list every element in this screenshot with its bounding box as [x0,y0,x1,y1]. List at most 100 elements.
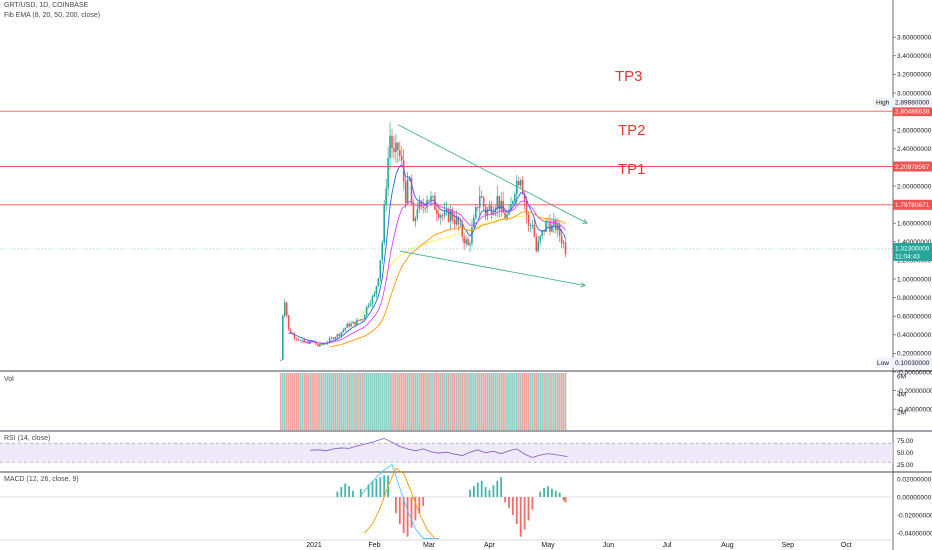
volume-bar [469,373,471,430]
candle-body [516,181,518,195]
candle-body [420,201,423,207]
price-tick-label: 0.40000000 [897,332,932,339]
candle-body [558,224,561,236]
volume-bar [537,373,540,430]
candle-body [490,205,493,215]
price-tick-label: 1.40000000 [897,239,932,246]
volume-bar [502,373,504,430]
volume-bar [358,373,360,430]
macd-histogram-bar [383,475,386,497]
candle-body [426,199,428,208]
candle-body [414,217,417,222]
high-label: High [876,100,890,107]
volume-bar [486,373,489,430]
volume-bar [477,373,479,430]
volume-bar [539,373,541,430]
time-tick-label: Mar [423,542,436,549]
volume-bar [346,373,348,430]
candle-body [438,213,440,218]
price-tick-label: 2.60000000 [897,128,932,135]
candle-body [453,219,456,225]
volume-bar [531,373,534,430]
chart-title: GRT/USD, 1D, COINBASE [4,2,89,9]
volume-bar [455,373,458,430]
volume-bar [369,373,372,430]
macd-histogram-bar [488,489,491,497]
candle-body [477,207,479,208]
volume-bar [393,373,395,430]
volume-bar [556,373,559,430]
volume-bar [414,373,417,430]
time-tick-label: Oct [841,542,852,549]
candle-body [354,321,356,325]
candle-body [422,206,424,208]
volume-bar [525,373,528,430]
candle-body [412,204,415,222]
candle-body [455,216,458,225]
candle-body [400,155,403,161]
volume-bar [375,373,378,430]
price-tick-label: 3.40000000 [897,53,932,60]
macd-histogram-bar [476,482,479,497]
macd-tick-label: -0.02000000 [897,512,932,519]
candle-body [369,303,372,305]
volume-bar [295,373,298,430]
volume-bar [564,373,567,430]
candle-body [443,211,446,216]
volume-bar [367,373,370,430]
candle-body [545,221,547,232]
time-tick-label: Jun [603,542,614,549]
ema-8-line [288,164,566,345]
price-tick-label: -0.00000000 [897,369,932,376]
volume-bar [340,373,343,430]
candle-body [521,180,524,194]
volume-bar [399,373,401,430]
macd-histogram-bar [402,497,405,534]
candle-body [301,339,304,341]
volume-bar [416,373,419,430]
macd-histogram-bar [504,497,506,503]
volume-bar [494,373,497,430]
volume-bar [299,373,302,430]
candle-body [541,230,543,236]
macd-histogram-bar [395,497,397,514]
volume-tick-label: 6M [897,373,906,380]
candle-body [416,209,419,218]
macd-histogram-bar [564,497,567,503]
macd-legend: MACD (12, 26, close, 9) [4,476,79,483]
volume-bar [332,373,335,430]
candle-body [397,142,399,151]
tp-label: TP2 [618,122,646,139]
volume-bar [517,373,520,430]
price-tick-label: 3.60000000 [897,35,932,42]
candle-body [447,209,450,222]
trendline [397,124,588,224]
macd-histogram-bar [547,486,549,497]
candle-body [471,227,473,244]
rsi-tick-label: 75.00 [897,438,914,445]
time-tick-label: Feb [368,542,380,549]
price-tick-label: 0.20000000 [897,351,932,358]
volume-bar [506,373,508,430]
candle-body [381,242,384,261]
volume-bar [519,373,522,430]
macd-tick-label: 0.02000000 [897,476,932,483]
macd-histogram-bar [551,488,553,497]
volume-tick-label: 4M [897,391,906,398]
candle-body [336,334,339,338]
candle-body [293,334,296,339]
macd-histogram-bar [484,487,487,497]
volume-bar [303,373,306,430]
volume-bar [467,373,469,430]
volume-bar [473,373,475,430]
volume-bar [361,373,364,430]
candle-body [373,294,376,297]
volume-bar [432,373,434,430]
volume-bar [453,373,456,430]
macd-histogram-bar [418,497,421,514]
volume-bar [293,373,296,430]
candle-body [289,329,292,334]
volume-bar [387,373,389,430]
volume-bar [391,373,393,430]
